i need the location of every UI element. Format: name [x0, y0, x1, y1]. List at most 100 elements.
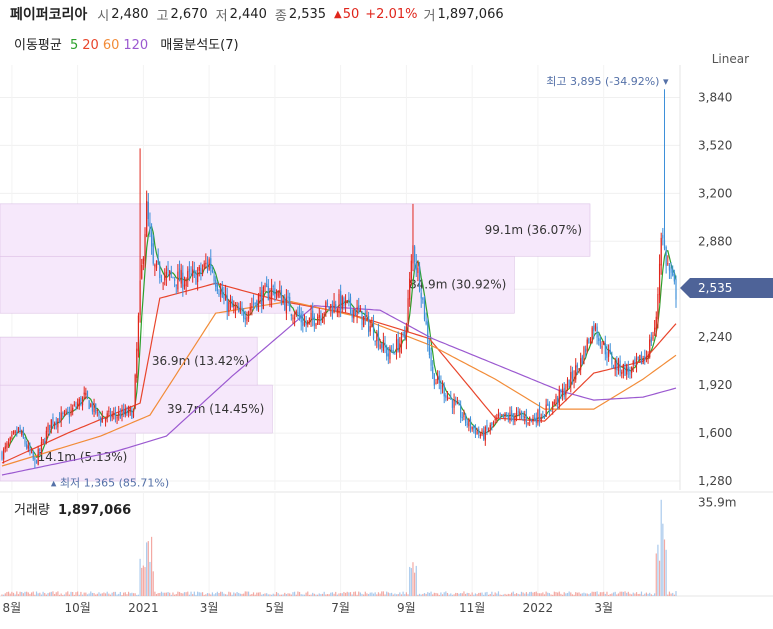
candle-body	[489, 424, 491, 430]
volume-bar	[62, 594, 64, 596]
volume-bar	[640, 591, 643, 596]
candle-body	[292, 317, 294, 319]
candle-body	[116, 416, 118, 419]
volume-bar	[588, 594, 590, 596]
candle-body	[514, 416, 516, 422]
candle-body	[213, 275, 215, 282]
candle-body	[583, 347, 585, 365]
candle-body	[85, 392, 87, 396]
volume-bar	[647, 593, 649, 596]
volume-bar	[215, 593, 217, 596]
volume-bar	[476, 594, 478, 596]
volume-bar	[570, 592, 572, 596]
volume-bar	[47, 593, 49, 596]
candle-body	[665, 247, 667, 266]
candle-body	[603, 341, 605, 345]
ma-period-5[interactable]: 5	[69, 38, 79, 53]
volume-bar	[458, 593, 460, 596]
volume-bar	[586, 593, 588, 596]
candle-body	[626, 365, 628, 375]
ma-period-20[interactable]: 20	[82, 38, 99, 53]
volume-bar	[404, 594, 406, 596]
candle-body	[471, 427, 473, 430]
price-tick-label: 3,840	[698, 90, 732, 104]
candle-body	[290, 314, 292, 316]
volume-bar	[142, 565, 144, 596]
scale-mode-button[interactable]: Linear	[711, 52, 749, 66]
volume-bar	[259, 592, 261, 596]
volume-bar	[256, 592, 258, 596]
volume-bar	[387, 592, 389, 596]
candle-body	[17, 427, 20, 432]
volume-bar	[460, 593, 462, 596]
candle-body	[262, 286, 264, 309]
candle-body	[192, 269, 194, 277]
candle-body	[305, 322, 307, 326]
volume-bar	[622, 591, 624, 596]
volume-bar	[313, 593, 315, 596]
ma-period-60[interactable]: 60	[102, 38, 120, 53]
volume-bar	[58, 594, 61, 596]
volume-bar	[363, 594, 365, 596]
volume-bar	[210, 594, 212, 596]
candle-body	[438, 375, 440, 384]
candle-body	[499, 412, 501, 416]
volume-bar	[287, 593, 289, 596]
volume-bar	[473, 594, 475, 596]
time-tick-label: 9월	[397, 601, 416, 615]
candle-body	[547, 403, 549, 406]
volume-bar	[479, 592, 481, 596]
volume-bar	[307, 591, 309, 596]
candle-body	[129, 407, 131, 410]
volume-bar	[596, 591, 598, 596]
candle-body	[249, 307, 251, 311]
moving-average-legend[interactable]: 이동평균 5 20 60 120 매물분석도(7)	[14, 34, 243, 53]
time-tick-label: 10월	[64, 601, 90, 615]
candle-body	[534, 417, 536, 421]
volume-bar	[251, 593, 253, 596]
volume-bar	[353, 591, 355, 596]
candle-body	[570, 372, 572, 386]
candle-body	[244, 317, 246, 320]
volume-bar	[152, 571, 154, 596]
volume-bar	[321, 593, 324, 596]
candle-body	[22, 429, 24, 439]
volume-bar	[249, 594, 251, 596]
candle-body	[80, 397, 82, 405]
price-tick-label: 1,280	[698, 474, 732, 488]
volume-bar	[418, 593, 421, 596]
volume-bar	[60, 593, 62, 596]
candle-body	[139, 280, 141, 316]
candle-body	[42, 439, 44, 443]
volume-bar	[208, 593, 210, 596]
candle-body	[118, 412, 120, 416]
volume-bar	[121, 594, 123, 596]
time-axis: 8월 10월 2021 3월 5월 7월 9월 11월 2022 3월	[3, 601, 613, 615]
volume-profile-label[interactable]: 매물분석도(7)	[160, 38, 239, 53]
volume-bar	[4, 593, 6, 596]
candle-body	[537, 409, 539, 424]
volume-bar	[187, 591, 189, 596]
volume-bar	[374, 592, 376, 596]
candle-body	[441, 385, 444, 388]
candle-body	[30, 451, 33, 453]
candle-body	[372, 323, 375, 339]
time-tick-label: 8월	[3, 601, 22, 615]
candle-body	[542, 415, 544, 417]
candle-body	[175, 284, 177, 286]
volume-bar	[205, 594, 207, 596]
candle-body	[40, 441, 43, 450]
candle-body	[552, 401, 554, 409]
candle-body	[220, 290, 222, 295]
volume-bar	[326, 594, 329, 596]
candle-body	[70, 409, 72, 416]
volume-bar	[496, 593, 498, 596]
volume-bar	[52, 591, 54, 596]
volume-bar	[456, 592, 458, 596]
ma-period-120[interactable]: 120	[123, 38, 149, 53]
volume-bar	[124, 592, 126, 596]
candle-body	[520, 412, 523, 415]
volume-bar	[341, 593, 343, 596]
volume-bar	[231, 594, 233, 596]
